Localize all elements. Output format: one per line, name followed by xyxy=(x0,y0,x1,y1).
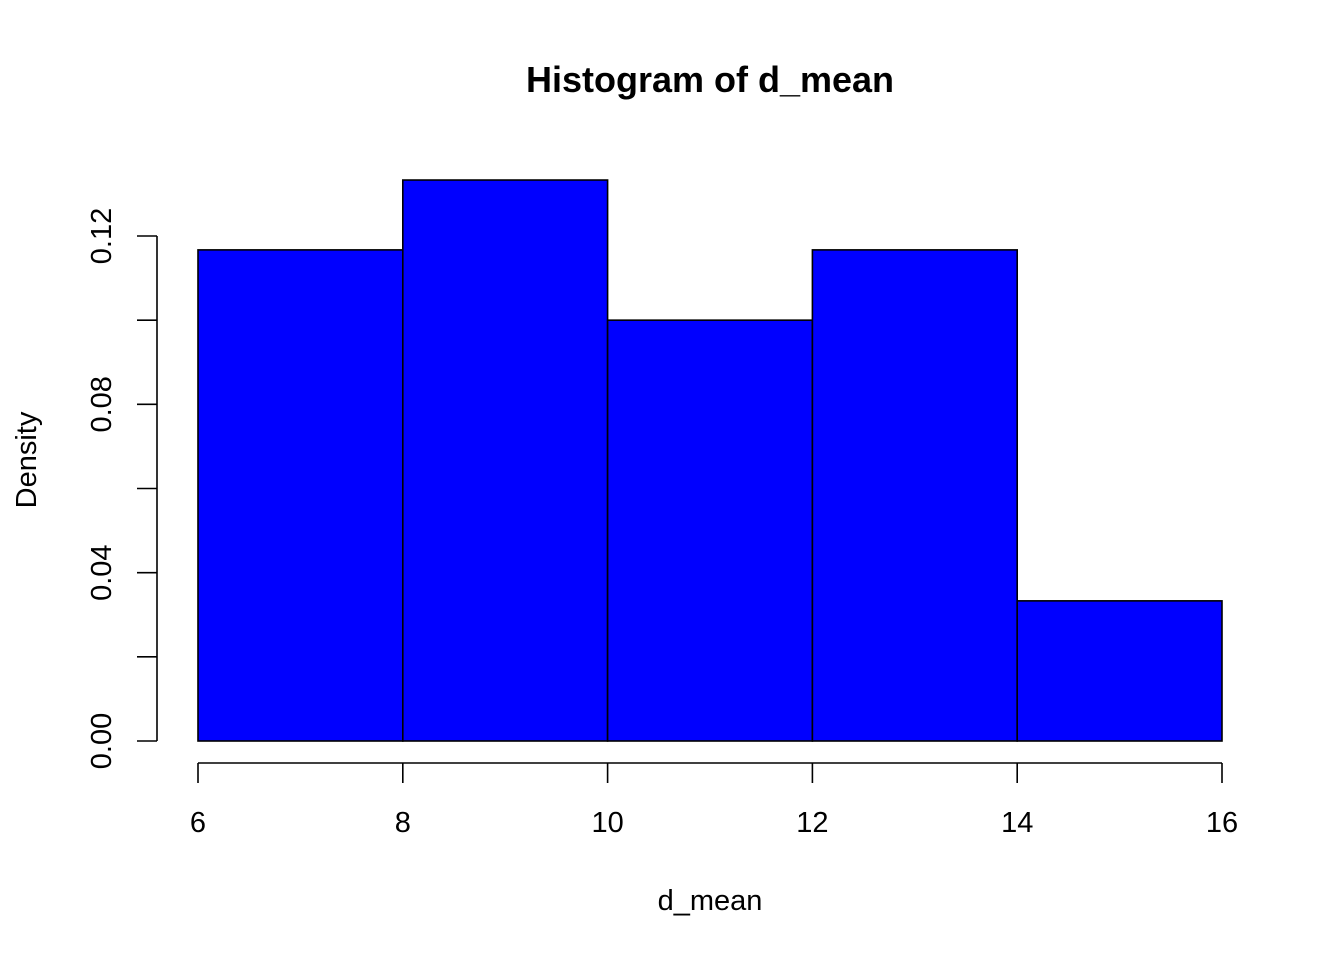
x-tick-label: 12 xyxy=(796,807,828,839)
x-tick-label: 6 xyxy=(190,807,206,839)
x-tick-label: 16 xyxy=(1206,807,1238,839)
histogram-bar xyxy=(401,179,609,742)
bars-group xyxy=(197,179,1223,742)
chart-title: Histogram of d_mean xyxy=(526,59,894,100)
x-tick-label: 10 xyxy=(591,807,623,839)
histogram-bar xyxy=(811,249,1019,742)
x-tick-label: 14 xyxy=(1001,807,1033,839)
x-axis-label: d_mean xyxy=(658,885,763,917)
y-tick-label: 0.04 xyxy=(86,544,118,600)
y-tick-label: 0.12 xyxy=(86,208,118,264)
y-tick-label: 0.00 xyxy=(86,713,118,769)
x-tick-label: 8 xyxy=(395,807,411,839)
y-axis-label: Density xyxy=(11,411,43,508)
y-axis: 0.00 0.04 0.08 0.12 xyxy=(86,208,158,769)
histogram-bar xyxy=(1016,600,1223,742)
y-tick-label: 0.08 xyxy=(86,376,118,432)
x-axis: 6 8 10 12 14 16 xyxy=(190,762,1238,839)
histogram-bar xyxy=(606,319,814,742)
histogram-bar xyxy=(197,249,404,742)
